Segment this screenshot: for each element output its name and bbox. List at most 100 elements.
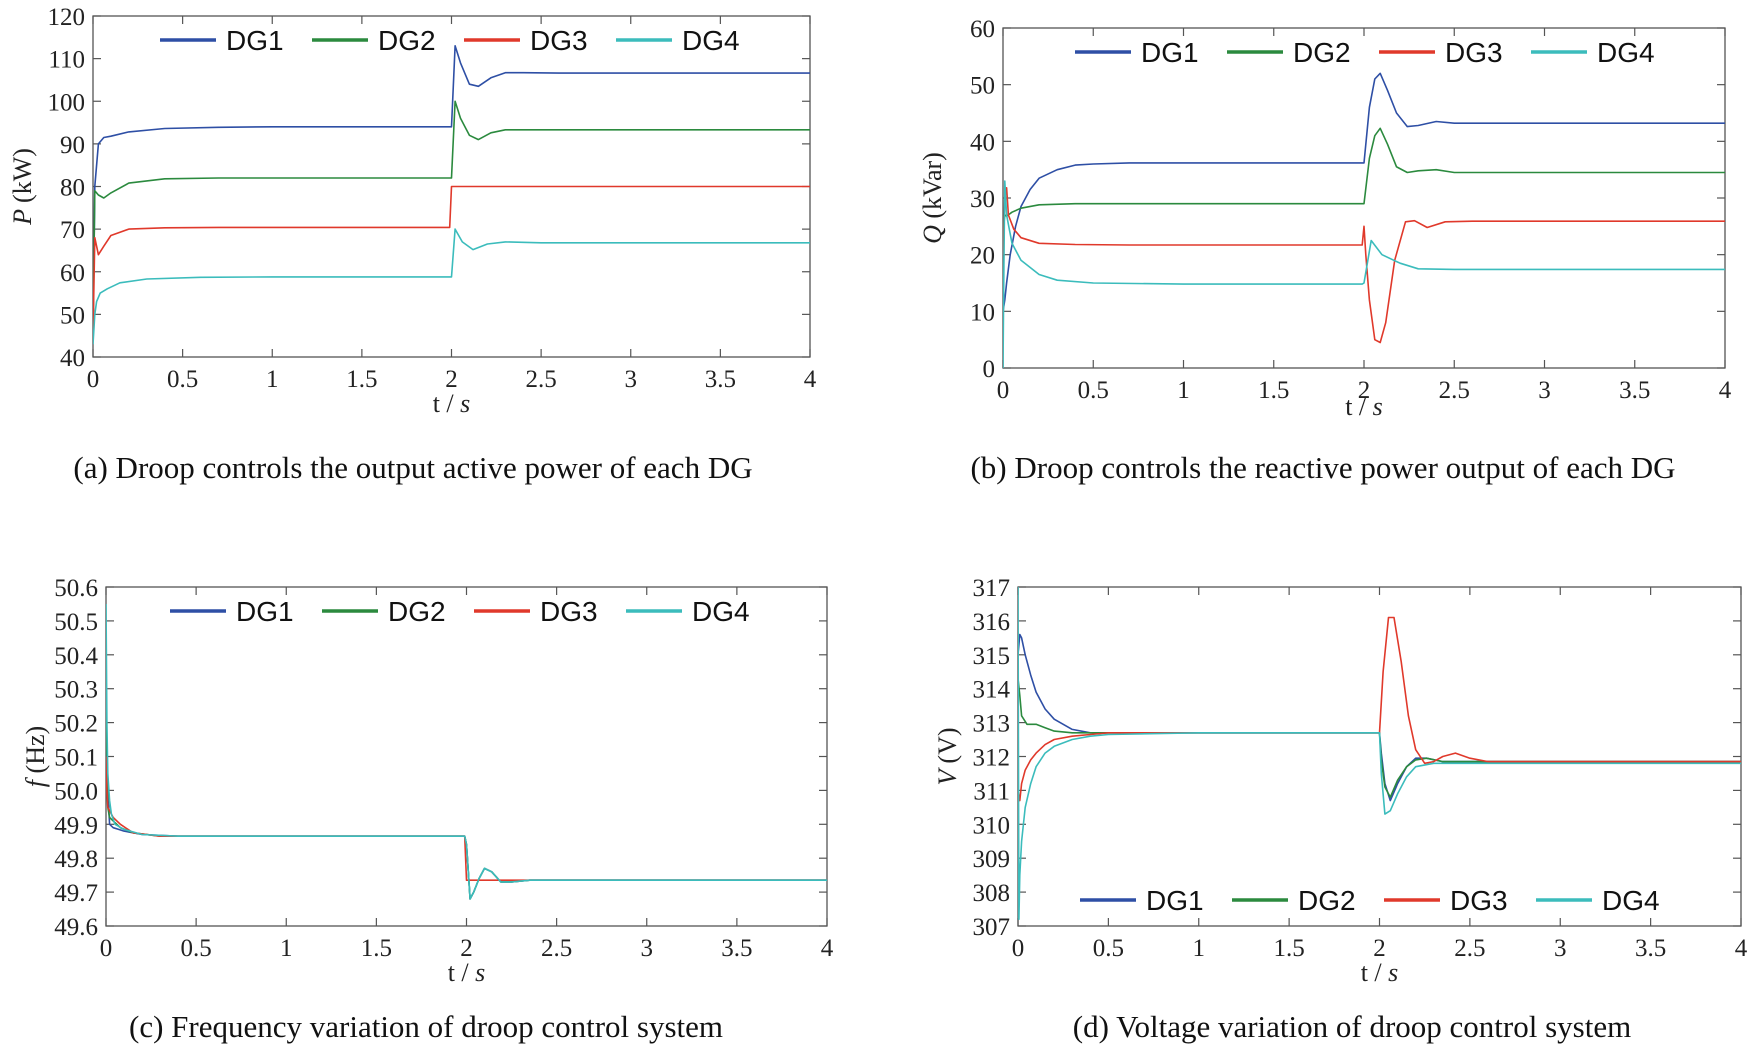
x-tick-label: 1.5 — [361, 935, 392, 962]
series-line-dg4 — [1003, 180, 1725, 368]
x-tick-label: 0.5 — [167, 366, 198, 393]
y-tick-label: 313 — [973, 711, 1011, 738]
caption: (b) Droop controls the reactive power ou… — [970, 450, 1675, 485]
legend: DG1 DG2 DG3 DG4 — [1075, 37, 1655, 68]
y-tick-label: 50 — [970, 73, 995, 100]
x-tick-label: 0 — [997, 377, 1010, 404]
y-tick-label: 311 — [973, 778, 1010, 805]
chart-d: 0 0.5 1 1.5 2 2.5 3 3.5 4 307 308 309 310 311 312 313 31… — [933, 575, 1748, 1044]
y-tick-label: 80 — [60, 175, 85, 202]
x-axis-label: t / s — [1345, 392, 1383, 421]
x-tick-label: 1.5 — [1258, 377, 1289, 404]
y-tick-label: 50.2 — [54, 711, 98, 738]
series-line-dg3 — [1003, 187, 1725, 344]
series-line-dg3 — [106, 756, 827, 882]
x-tick-label: 0.5 — [1078, 377, 1109, 404]
series-line-dg1 — [93, 44, 810, 336]
x-axis-label: t / s — [448, 958, 486, 987]
legend-label-dg2: DG2 — [378, 25, 436, 56]
legend-label-dg4: DG4 — [1597, 37, 1655, 68]
y-tick-label: 50.6 — [54, 575, 98, 602]
series-group — [1018, 587, 1741, 921]
y-axis-label: P (kW) — [8, 148, 37, 226]
legend-label-dg1: DG1 — [1141, 37, 1199, 68]
series-group — [1003, 72, 1725, 368]
x-tick-label: 2 — [1373, 935, 1386, 962]
series-line-dg3 — [1018, 616, 1741, 802]
legend-label-dg2: DG2 — [1298, 885, 1356, 916]
x-tick-label: 4 — [1735, 935, 1748, 962]
y-tick-label: 40 — [60, 345, 85, 372]
y-tick-label: 317 — [973, 575, 1011, 602]
y-tick-label: 0 — [983, 356, 996, 383]
y-tick-label: 50.5 — [54, 609, 98, 636]
series-line-dg2 — [93, 100, 810, 336]
x-tick-label: 0.5 — [1093, 935, 1124, 962]
y-tick-label: 110 — [48, 47, 85, 74]
legend-label-dg3: DG3 — [1450, 885, 1508, 916]
y-tick-label: 50.4 — [54, 643, 98, 670]
series-group — [93, 44, 810, 345]
y-tick-label: 100 — [48, 89, 86, 116]
legend-label-dg1: DG1 — [226, 25, 284, 56]
x-tick-label: 4 — [1719, 377, 1732, 404]
x-tick-label: 3.5 — [721, 935, 752, 962]
series-line-dg4 — [93, 228, 810, 345]
x-tick-label: 3.5 — [705, 366, 736, 393]
y-tick-label: 50 — [60, 302, 85, 329]
y-tick-label: 314 — [973, 677, 1011, 704]
y-tick-label: 315 — [973, 643, 1011, 670]
y-tick-label: 30 — [970, 186, 995, 213]
legend: DG1 DG2 DG3 DG4 — [160, 25, 740, 56]
series-line-dg1 — [1018, 633, 1741, 802]
series-group — [106, 603, 827, 900]
legend: DG1 DG2 DG3 DG4 — [170, 596, 750, 627]
caption: (a) Droop controls the output active pow… — [73, 450, 752, 485]
y-axis-label: f (Hz) — [21, 726, 50, 787]
caption: (c) Frequency variation of droop control… — [129, 1009, 723, 1044]
y-tick-label: 316 — [973, 609, 1011, 636]
y-axis-label: Q (kVar) — [918, 152, 947, 244]
x-tick-label: 4 — [804, 366, 817, 393]
x-tick-label: 0 — [1012, 935, 1025, 962]
legend-label-dg1: DG1 — [236, 596, 294, 627]
y-tick-label: 60 — [60, 260, 85, 287]
x-tick-label: 3 — [625, 366, 638, 393]
y-tick-label: 49.6 — [54, 914, 98, 941]
caption: (d) Voltage variation of droop control s… — [1073, 1009, 1631, 1044]
x-tick-label: 1.5 — [346, 366, 377, 393]
y-axis-label: V (V) — [933, 727, 962, 785]
x-tick-label: 2.5 — [526, 366, 557, 393]
legend-label-dg4: DG4 — [692, 596, 750, 627]
x-tick-label: 2 — [445, 366, 458, 393]
y-tick-label: 40 — [970, 129, 995, 156]
y-tick-label: 49.8 — [54, 846, 98, 873]
x-tick-label: 2.5 — [1439, 377, 1470, 404]
legend-label-dg3: DG3 — [530, 25, 588, 56]
y-tick-label: 312 — [973, 745, 1011, 772]
x-axis-label: t / s — [433, 389, 471, 418]
legend-label-dg3: DG3 — [1445, 37, 1503, 68]
x-tick-label: 0 — [87, 366, 100, 393]
y-tick-label: 120 — [48, 4, 86, 31]
y-tick-label: 60 — [970, 16, 995, 43]
legend-label-dg4: DG4 — [682, 25, 740, 56]
legend-label-dg2: DG2 — [388, 596, 446, 627]
y-tick-label: 70 — [60, 217, 85, 244]
y-tick-label: 307 — [973, 914, 1011, 941]
x-tick-label: 1 — [280, 935, 293, 962]
x-axis-label: t / s — [1361, 958, 1399, 987]
legend-label-dg4: DG4 — [1602, 885, 1660, 916]
x-tick-label: 3 — [1538, 377, 1551, 404]
x-tick-label: 0.5 — [181, 935, 212, 962]
x-tick-label: 1.5 — [1274, 935, 1305, 962]
legend-label-dg1: DG1 — [1146, 885, 1204, 916]
chart-a: 0 0.5 1 1.5 2 2.5 3 3.5 4 40 50 60 70 80 90 100 110 120 t … — [8, 4, 817, 485]
x-tick-label: 0 — [100, 935, 113, 962]
x-tick-label: 3 — [641, 935, 654, 962]
x-tick-label: 3.5 — [1635, 935, 1666, 962]
legend-label-dg2: DG2 — [1293, 37, 1351, 68]
y-tick-label: 49.7 — [54, 880, 98, 907]
y-tick-label: 309 — [973, 846, 1011, 873]
